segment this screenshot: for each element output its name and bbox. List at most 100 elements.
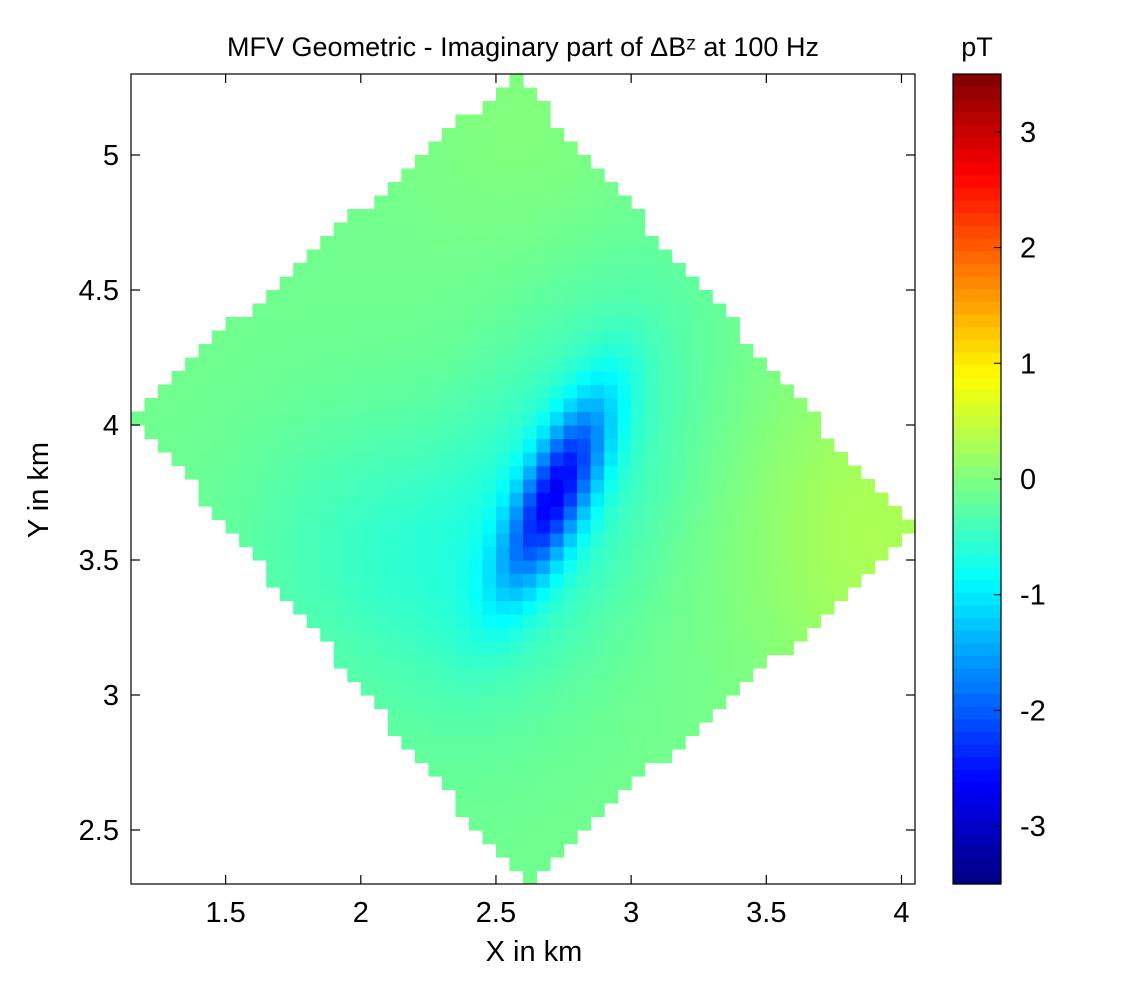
heatmap-cell bbox=[698, 668, 713, 683]
heatmap-cell bbox=[293, 425, 308, 440]
heatmap-cell bbox=[320, 425, 335, 440]
heatmap-cell bbox=[401, 519, 416, 534]
heatmap-cell bbox=[685, 452, 700, 467]
heatmap-cell bbox=[550, 708, 565, 723]
heatmap-cell bbox=[468, 141, 484, 156]
heatmap-cell bbox=[495, 533, 511, 548]
heatmap-cell bbox=[374, 627, 389, 642]
heatmap-cell bbox=[766, 573, 781, 588]
heatmap-cell bbox=[347, 479, 362, 494]
heatmap-cell bbox=[333, 290, 348, 305]
heatmap-cell bbox=[577, 749, 592, 764]
heatmap-cell bbox=[509, 695, 524, 710]
heatmap-cell bbox=[874, 492, 889, 507]
heatmap-cell bbox=[658, 317, 673, 332]
heatmap-cell bbox=[482, 452, 497, 467]
heatmap-cell bbox=[374, 263, 389, 278]
heatmap-cell bbox=[374, 317, 389, 332]
heatmap-cell bbox=[347, 249, 362, 264]
heatmap-cell bbox=[847, 506, 862, 521]
heatmap-cell bbox=[468, 708, 484, 723]
heatmap-cell bbox=[374, 668, 389, 683]
heatmap-cell bbox=[550, 222, 565, 237]
heatmap-cell bbox=[617, 681, 632, 696]
heatmap-cell bbox=[644, 398, 659, 413]
heatmap-cell bbox=[252, 533, 267, 548]
heatmap-cell bbox=[455, 425, 470, 440]
heatmap-cell bbox=[401, 668, 416, 683]
heatmap-cell bbox=[523, 357, 538, 372]
heatmap-cell bbox=[482, 425, 497, 440]
heatmap-cell bbox=[401, 695, 416, 710]
heatmap-cell bbox=[441, 762, 457, 777]
heatmap-cell bbox=[671, 465, 686, 480]
heatmap-cell bbox=[671, 654, 686, 669]
heatmap-cell bbox=[320, 384, 335, 399]
heatmap-cell bbox=[360, 627, 375, 642]
heatmap-cell bbox=[468, 560, 484, 575]
colorbar-segment bbox=[953, 327, 1001, 341]
heatmap-cell bbox=[401, 573, 416, 588]
heatmap-cell bbox=[198, 479, 213, 494]
heatmap-cell bbox=[577, 330, 592, 345]
heatmap-cell bbox=[293, 546, 308, 561]
heatmap-cell bbox=[387, 357, 402, 372]
heatmap-cell bbox=[171, 398, 186, 413]
heatmap-cell bbox=[617, 317, 632, 332]
heatmap-cell bbox=[617, 303, 632, 318]
heatmap-cell bbox=[428, 560, 443, 575]
heatmap-cell bbox=[671, 587, 686, 602]
heatmap-cell bbox=[739, 438, 754, 453]
heatmap-cell bbox=[374, 249, 389, 264]
heatmap-cell bbox=[766, 519, 781, 534]
heatmap-cell bbox=[563, 479, 578, 494]
heatmap-cell bbox=[563, 722, 578, 737]
heatmap-cell bbox=[752, 600, 767, 615]
heatmap-cell bbox=[293, 290, 308, 305]
heatmap-cell bbox=[833, 533, 849, 548]
heatmap-cell bbox=[847, 533, 862, 548]
heatmap-cell bbox=[563, 357, 578, 372]
x-tick-label: 3.5 bbox=[746, 897, 786, 929]
heatmap-cell bbox=[523, 533, 538, 548]
heatmap-cell bbox=[536, 600, 551, 615]
heatmap-cell bbox=[766, 492, 781, 507]
heatmap-cell bbox=[509, 506, 524, 521]
heatmap-cell bbox=[239, 465, 254, 480]
heatmap-cell bbox=[698, 425, 713, 440]
heatmap-cell bbox=[482, 114, 497, 129]
heatmap-cell bbox=[333, 533, 348, 548]
heatmap-cell bbox=[563, 236, 578, 251]
heatmap-cell bbox=[631, 587, 646, 602]
heatmap-cell bbox=[482, 735, 497, 750]
heatmap-cell bbox=[455, 479, 470, 494]
heatmap-cell bbox=[887, 506, 903, 521]
heatmap-cell bbox=[401, 276, 416, 291]
heatmap-cell bbox=[293, 479, 308, 494]
heatmap-cell bbox=[793, 573, 808, 588]
heatmap-cell bbox=[482, 492, 497, 507]
heatmap-cell bbox=[847, 546, 862, 561]
heatmap-cell bbox=[455, 236, 470, 251]
heatmap-cell bbox=[414, 614, 429, 629]
heatmap-cell bbox=[523, 749, 538, 764]
heatmap-cell bbox=[523, 141, 538, 156]
heatmap-cell bbox=[468, 330, 484, 345]
heatmap-cell bbox=[644, 317, 659, 332]
heatmap-cell bbox=[468, 816, 484, 831]
heatmap-cell bbox=[644, 749, 659, 764]
heatmap-cell bbox=[441, 533, 457, 548]
heatmap-cell bbox=[698, 519, 713, 534]
heatmap-cell bbox=[671, 695, 686, 710]
heatmap-cell bbox=[725, 330, 740, 345]
heatmap-cell bbox=[779, 519, 794, 534]
heatmap-cell bbox=[536, 479, 551, 494]
heatmap-cell bbox=[306, 371, 321, 386]
heatmap-cell bbox=[509, 533, 524, 548]
heatmap-cell bbox=[347, 303, 362, 318]
heatmap-cell bbox=[347, 344, 362, 359]
heatmap-cell bbox=[185, 398, 200, 413]
heatmap-cell bbox=[198, 438, 213, 453]
heatmap-cell bbox=[550, 749, 565, 764]
heatmap-cell bbox=[536, 560, 551, 575]
